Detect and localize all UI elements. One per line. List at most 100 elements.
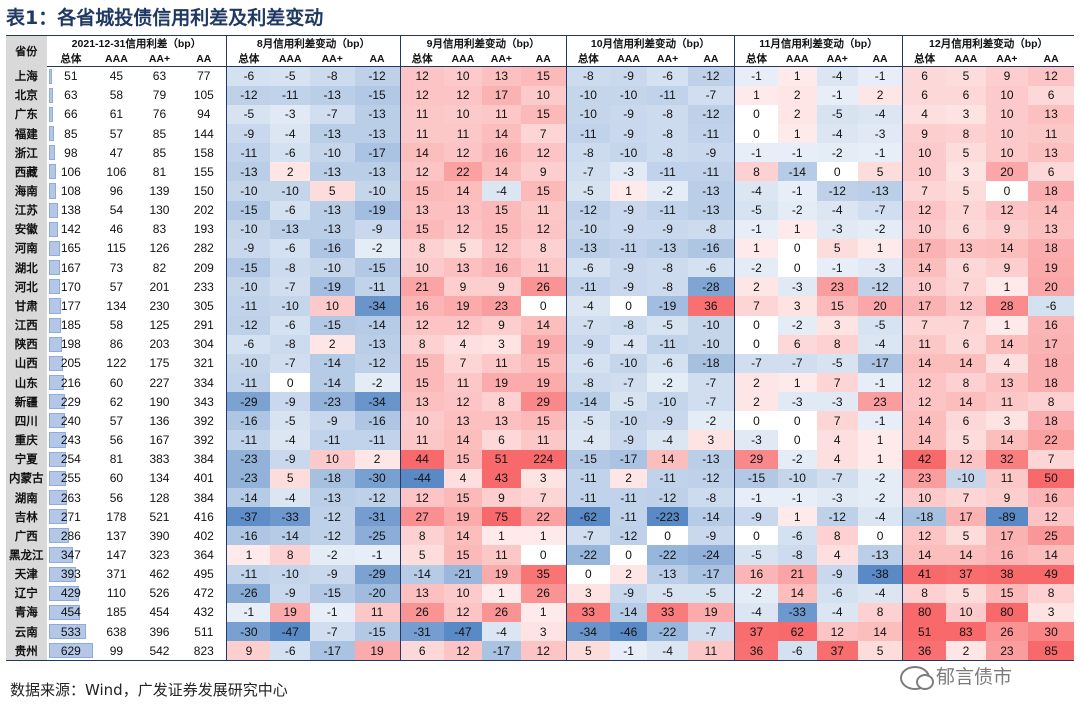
- spread-change-cell: 10: [902, 219, 947, 239]
- spread-change-cell: -15: [226, 200, 271, 220]
- spread-cell: 390: [149, 528, 170, 543]
- spread-change-cell: -7: [687, 373, 735, 393]
- spread-change-cell: -18: [687, 353, 735, 373]
- spread-change-cell: 5: [309, 181, 355, 201]
- province-cell: 江西: [6, 315, 47, 335]
- spread-change-cell: -1: [309, 602, 355, 623]
- spread-change-cell: 2: [354, 449, 401, 469]
- spread-cell: 134: [149, 471, 170, 486]
- spread-change-cell: -17: [482, 641, 521, 661]
- spread-change-cell: 14: [902, 545, 947, 565]
- spread-change-cell: -47: [443, 622, 483, 642]
- spread-change-cell: 1: [520, 602, 567, 623]
- spread-change-cell: 7: [443, 353, 483, 373]
- spread-change-cell: -7: [687, 622, 735, 642]
- sub-header-aaa: AAA: [270, 51, 310, 67]
- spread-change-cell: 20: [985, 162, 1029, 182]
- spread-change-cell: -2: [354, 238, 401, 259]
- spread-total-cell: 98: [47, 143, 96, 162]
- spread-change-cell: 7: [1028, 449, 1074, 469]
- spread-total-cell: 198: [47, 335, 96, 354]
- spread-change-cell: -9: [733, 507, 779, 527]
- spread-change-cell: -10: [609, 411, 648, 431]
- spread-change-cell: 51: [902, 622, 947, 642]
- spread-change-cell: 12: [902, 526, 947, 546]
- spread-change-cell: 33: [565, 602, 610, 623]
- spread-change-cell: 10: [520, 85, 567, 105]
- spread-cell: 402: [193, 528, 214, 543]
- spread-cell: 472: [193, 586, 214, 601]
- spread-change-cell: 9: [985, 66, 1029, 86]
- spread-change-cell: 11: [399, 430, 444, 450]
- spread-change-cell: 83: [946, 622, 986, 642]
- source-note: 数据来源：Wind，广发证券发展研究中心: [10, 681, 288, 699]
- spread-change-cell: 2: [309, 334, 355, 354]
- spread-change-cell: 13: [985, 373, 1029, 393]
- spread-change-cell: 15: [399, 181, 444, 201]
- spread-change-cell: 5: [946, 526, 986, 546]
- spread-cell: 47: [109, 145, 124, 160]
- spread-change-cell: -9: [609, 66, 648, 86]
- spread-change-cell: -13: [309, 487, 355, 508]
- spread-change-cell: -11: [226, 143, 271, 163]
- spread-cell: 364: [193, 547, 214, 562]
- spread-change-cell: 9: [482, 277, 521, 297]
- spread-total-cell: 533: [47, 622, 96, 641]
- spread-change-cell: -13: [565, 238, 610, 259]
- spread-cell: 542: [137, 641, 182, 661]
- spread-change-cell: -37: [226, 507, 271, 527]
- spread-change-cell: 19: [482, 373, 521, 393]
- spread-change-cell: 6: [778, 334, 817, 354]
- value-text: 66: [64, 107, 78, 122]
- spread-change-cell: 1: [858, 238, 903, 259]
- spread-change-cell: -13: [354, 104, 401, 124]
- table-title: 表1：各省城投债信用利差及利差变动: [6, 7, 324, 29]
- spread-change-cell: 2: [733, 392, 779, 412]
- spread-change-cell: -223: [647, 507, 688, 527]
- sub-header-aaa: AAA: [609, 51, 648, 67]
- spread-change-cell: 21: [778, 564, 817, 584]
- spread-change-cell: -34: [354, 392, 401, 412]
- spread-change-cell: -13: [858, 545, 903, 565]
- spread-change-cell: -10: [565, 85, 610, 105]
- spread-change-cell: 5: [816, 238, 859, 259]
- spread-change-cell: 1: [985, 315, 1029, 335]
- spread-cell: 233: [193, 279, 214, 294]
- spread-cell: 201: [149, 279, 170, 294]
- spread-change-cell: 10: [985, 123, 1029, 144]
- spread-change-cell: -13: [309, 162, 355, 182]
- data-bar: [48, 202, 59, 218]
- spread-change-cell: -2: [647, 181, 688, 201]
- spread-change-cell: 6: [1028, 85, 1074, 105]
- spread-change-cell: 13: [1028, 104, 1074, 124]
- spread-change-cell: 1: [985, 277, 1029, 297]
- value-text: 254: [60, 452, 81, 467]
- spread-change-cell: 17: [902, 296, 947, 316]
- spread-change-cell: 0: [733, 104, 779, 124]
- spread-change-cell: 14: [399, 143, 444, 163]
- spread-change-cell: -5: [647, 315, 688, 335]
- data-bar: [48, 394, 65, 410]
- spread-change-cell: 14: [520, 315, 567, 335]
- spread-change-cell: -13: [309, 85, 355, 105]
- spread-change-cell: 7: [946, 487, 986, 508]
- spread-change-cell: -12: [687, 104, 735, 124]
- spread-change-cell: -12: [816, 507, 859, 527]
- spread-change-cell: -11: [565, 468, 610, 488]
- spread-change-cell: -10: [354, 181, 401, 201]
- spread-change-cell: 9: [482, 315, 521, 335]
- spread-change-cell: 12: [399, 162, 444, 182]
- spread-change-cell: 3: [946, 104, 986, 124]
- table-row: 西藏 106 106 81 155 -13 2 -13 -13 12 22 14 9 -7 -3 -11 -11…: [6, 162, 1074, 182]
- spread-total-cell: 85: [47, 124, 96, 143]
- table-row: 浙江 98 47 85 158 -11 -6 -10 -17 14 12 16 12 -8 -10 -8 -9-…: [6, 143, 1074, 163]
- spread-change-cell: 6: [946, 219, 986, 239]
- sub-header-aa: AA: [520, 51, 567, 67]
- spread-cell: 77: [197, 69, 211, 84]
- data-bar: [48, 221, 59, 237]
- sub-header-aa-plus: AA+: [137, 51, 182, 67]
- spread-change-cell: -8: [565, 373, 610, 393]
- spread-change-cell: 11: [482, 545, 521, 565]
- table-row: 上海 51 45 63 77 -6 -5 -8 -12 12 10 13 15 -8 -9 -6 -12 -1 1-…: [6, 66, 1074, 86]
- spread-change-cell: 13: [399, 583, 444, 603]
